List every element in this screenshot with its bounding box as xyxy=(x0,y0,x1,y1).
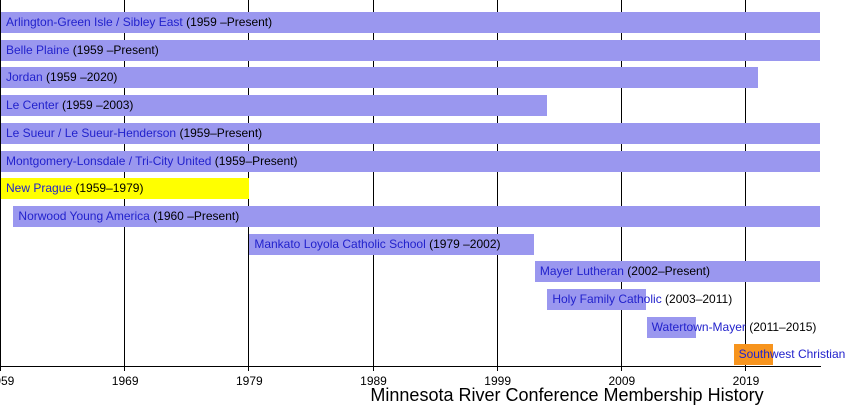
axis-tick-mark xyxy=(620,365,622,371)
bar-label: Arlington-Green Isle / Sibley East (1959… xyxy=(6,12,272,33)
axis-tick-label: 2009 xyxy=(608,374,636,388)
timeline-bar xyxy=(733,344,773,366)
school-link[interactable]: Arlington-Green Isle / Sibley East xyxy=(6,15,183,29)
axis-tick-mark xyxy=(372,365,374,371)
school-link[interactable]: Le Center xyxy=(6,98,59,113)
school-link[interactable]: Jordan xyxy=(6,70,43,85)
school-link[interactable]: Holy Family Catholic xyxy=(552,292,662,306)
axis-tick-mark xyxy=(0,365,1,371)
bar-dates: (2003–2011) xyxy=(661,292,733,306)
timeline-bar xyxy=(547,289,647,310)
x-axis-line xyxy=(0,365,821,367)
timeline-bar xyxy=(1,95,547,117)
school-link[interactable]: Montgomery-Lonsdale / Tri-City United xyxy=(6,153,212,168)
axis-tick-label: 1969 xyxy=(111,374,139,388)
axis-tick-label: 1999 xyxy=(484,374,512,388)
school-link[interactable]: Belle Plaine xyxy=(6,42,70,57)
school-link[interactable]: Watertown-Mayer xyxy=(651,319,746,334)
bar-dates: (2011–2015) xyxy=(745,319,817,334)
timeline-bar xyxy=(1,12,820,33)
timeline-bar xyxy=(13,205,820,227)
year-gridline xyxy=(372,0,374,366)
bar-dates: (1959 –Present) xyxy=(182,15,273,29)
axis-tick-mark xyxy=(248,365,250,371)
bar-label: Belle Plaine (1959 –Present) xyxy=(6,40,159,61)
year-gridline xyxy=(496,0,498,366)
bar-dates: (2002–Present) xyxy=(623,264,711,279)
year-gridline xyxy=(0,0,1,366)
school-link[interactable]: Norwood Young America xyxy=(18,208,150,223)
bar-label: Norwood Young America (1960 –Present) xyxy=(18,206,239,227)
bar-label: Southwest Christian xyxy=(739,344,846,365)
bar-label: New Prague (1959–1979) xyxy=(6,178,143,199)
timeline-bar xyxy=(534,261,820,283)
bar-dates: (1959 –Present) xyxy=(69,42,159,57)
bar-label: Mankato Loyola Catholic School (1979 –20… xyxy=(254,234,500,255)
timeline-bar xyxy=(646,316,696,338)
axis-tick-label: 2019 xyxy=(732,374,760,388)
timeline-bar xyxy=(1,178,249,200)
bar-dates: (1960 –Present) xyxy=(149,208,240,223)
bar-dates: (1959–Present) xyxy=(176,125,263,140)
axis-tick-mark xyxy=(124,365,126,371)
axis-tick-label: 1959 xyxy=(0,374,15,388)
bar-label: Watertown-Mayer (2011–2015) xyxy=(652,317,817,338)
axis-tick-label: 1989 xyxy=(360,374,387,388)
bar-label: Montgomery-Lonsdale / Tri-City United (1… xyxy=(6,151,297,172)
timeline-bar xyxy=(1,67,758,89)
bar-dates: (1959–1979) xyxy=(72,181,144,196)
timeline-bar xyxy=(1,122,820,144)
year-gridline xyxy=(248,0,250,366)
axis-tick-mark xyxy=(745,365,746,371)
bar-label: Jordan (1959 –2020) xyxy=(6,67,117,88)
bar-dates: (1959 –2003) xyxy=(58,98,134,113)
bar-dates: (1979 –2002) xyxy=(425,236,501,251)
bar-label: Le Sueur / Le Sueur-Henderson (1959–Pres… xyxy=(6,123,262,144)
timeline-bar xyxy=(249,233,535,255)
school-link[interactable]: Mankato Loyola Catholic School xyxy=(254,236,426,251)
chart-title: Minnesota River Conference Membership Hi… xyxy=(370,385,764,405)
bar-dates: (1959 –2020) xyxy=(42,70,118,85)
bar-label: Le Center (1959 –2003) xyxy=(6,95,133,116)
school-link[interactable]: New Prague xyxy=(6,181,73,196)
timeline-bar xyxy=(1,39,820,61)
school-link[interactable]: Le Sueur / Le Sueur-Henderson xyxy=(6,125,177,140)
school-link[interactable]: Mayer Lutheran xyxy=(539,264,624,279)
bar-label: Mayer Lutheran (2002–Present) xyxy=(540,261,710,282)
school-link[interactable]: Southwest Christian xyxy=(738,347,846,362)
year-gridline xyxy=(745,0,746,366)
axis-tick-label: 1979 xyxy=(235,374,263,388)
bar-dates: (1959–Present) xyxy=(211,153,298,168)
year-gridline xyxy=(620,0,622,366)
timeline-bar xyxy=(1,150,820,172)
axis-tick-mark xyxy=(496,365,498,371)
bar-label: Holy Family Catholic (2003–2011) xyxy=(552,289,732,310)
